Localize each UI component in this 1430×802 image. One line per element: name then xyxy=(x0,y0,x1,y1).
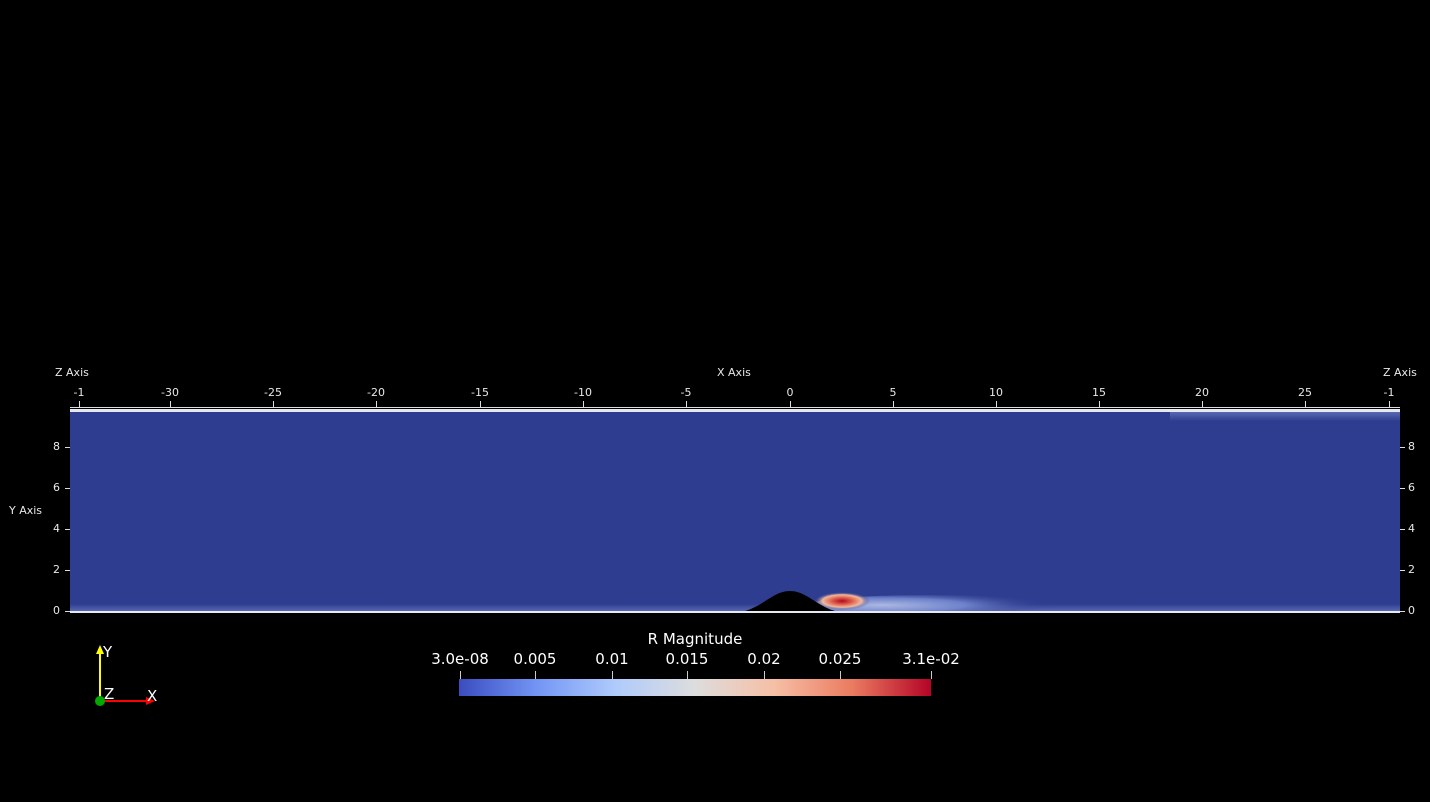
y-tick-label-right: 0 xyxy=(1408,604,1415,617)
colorbar-tick-mark xyxy=(840,671,841,679)
x-tick-label: -1 xyxy=(1383,386,1395,399)
x-tick-label: -25 xyxy=(264,386,282,399)
colorbar-tick-mark xyxy=(764,671,765,679)
x-tick-label: -1 xyxy=(73,386,85,399)
orientation-x-label: X xyxy=(147,687,158,705)
top-boundary-edge xyxy=(70,409,1400,412)
orientation-axes-lines xyxy=(95,645,155,706)
colorbar-tick-label: 0.025 xyxy=(818,650,862,668)
y-tick-mark-right xyxy=(1400,570,1405,571)
x-tick-mark xyxy=(996,401,997,407)
y-tick-label-left: 0 xyxy=(53,604,60,617)
colorbar-tick-mark xyxy=(460,671,461,679)
x-tick-label: 5 xyxy=(889,386,897,399)
x-tick-mark xyxy=(1389,401,1390,407)
wake-region xyxy=(810,595,1050,613)
x-tick-mark xyxy=(170,401,171,407)
y-tick-label-right: 4 xyxy=(1408,522,1415,535)
y-tick-mark-left xyxy=(65,611,70,612)
colorbar-tick-label: 3.1e-02 xyxy=(902,650,960,668)
x-tick-label: 10 xyxy=(989,386,1003,399)
x-tick-label: 20 xyxy=(1195,386,1209,399)
x-tick-label: -30 xyxy=(161,386,179,399)
y-tick-label-left: 6 xyxy=(53,481,60,494)
colorbar-tick-mark xyxy=(535,671,536,679)
y-tick-label-left: 4 xyxy=(53,522,60,535)
x-tick-mark xyxy=(790,401,791,407)
y-tick-mark-left xyxy=(65,488,70,489)
x-tick-mark xyxy=(1099,401,1100,407)
x-tick-mark xyxy=(1202,401,1203,407)
x-tick-mark xyxy=(480,401,481,407)
x-tick-mark xyxy=(893,401,894,407)
x-tick-mark xyxy=(583,401,584,407)
colorbar-title: R Magnitude xyxy=(647,630,743,648)
y-tick-label-right: 8 xyxy=(1408,440,1415,453)
x-axis-title: X Axis xyxy=(717,366,751,379)
x-tick-label: 0 xyxy=(786,386,794,399)
colorbar-tick-label: 0.005 xyxy=(513,650,557,668)
y-axis-title: Y Axis xyxy=(9,504,43,517)
high-magnitude-region xyxy=(814,592,870,610)
colorbar-tick-mark xyxy=(931,671,932,679)
y-tick-mark-left xyxy=(65,447,70,448)
colorbar xyxy=(459,679,931,696)
y-tick-mark-right xyxy=(1400,447,1405,448)
y-tick-mark-right xyxy=(1400,488,1405,489)
y-tick-mark-left xyxy=(65,529,70,530)
y-tick-mark-right xyxy=(1400,529,1405,530)
z-axis-title-right: Z Axis xyxy=(1383,366,1417,379)
y-tick-label-right: 6 xyxy=(1408,481,1415,494)
orientation-y-label: Y xyxy=(103,643,113,661)
x-tick-mark xyxy=(273,401,274,407)
colorbar-tick-label: 3.0e-08 xyxy=(431,650,489,668)
x-tick-mark xyxy=(1305,401,1306,407)
x-tick-label: -15 xyxy=(471,386,489,399)
bottom-boundary-edge xyxy=(70,611,1400,613)
y-tick-label-left: 2 xyxy=(53,563,60,576)
x-tick-mark xyxy=(376,401,377,407)
x-tick-label: 15 xyxy=(1092,386,1106,399)
colorbar-tick-mark xyxy=(687,671,688,679)
x-axis-line xyxy=(70,407,1400,408)
x-tick-mark xyxy=(79,401,80,407)
z-axis-title-left: Z Axis xyxy=(55,366,89,379)
x-tick-label: -5 xyxy=(680,386,692,399)
field-background xyxy=(70,409,1400,613)
y-tick-mark-left xyxy=(65,570,70,571)
colorbar-tick-label: 0.02 xyxy=(747,650,781,668)
orientation-axes-widget: Y Z X xyxy=(88,640,168,710)
colorbar-tick-mark xyxy=(612,671,613,679)
bump-obstacle xyxy=(730,591,850,613)
x-tick-label: -10 xyxy=(574,386,592,399)
bottom-boundary-layer xyxy=(70,604,1400,613)
orientation-z-label: Z xyxy=(104,685,115,703)
r-magnitude-field xyxy=(70,409,1400,613)
y-tick-label-left: 8 xyxy=(53,440,60,453)
y-tick-label-right: 2 xyxy=(1408,563,1415,576)
x-tick-label: 25 xyxy=(1298,386,1312,399)
y-tick-mark-right xyxy=(1400,611,1405,612)
colorbar-tick-label: 0.01 xyxy=(595,650,629,668)
x-tick-mark xyxy=(686,401,687,407)
render-view[interactable] xyxy=(70,409,1400,613)
x-tick-label: -20 xyxy=(367,386,385,399)
colorbar-tick-label: 0.015 xyxy=(665,650,709,668)
